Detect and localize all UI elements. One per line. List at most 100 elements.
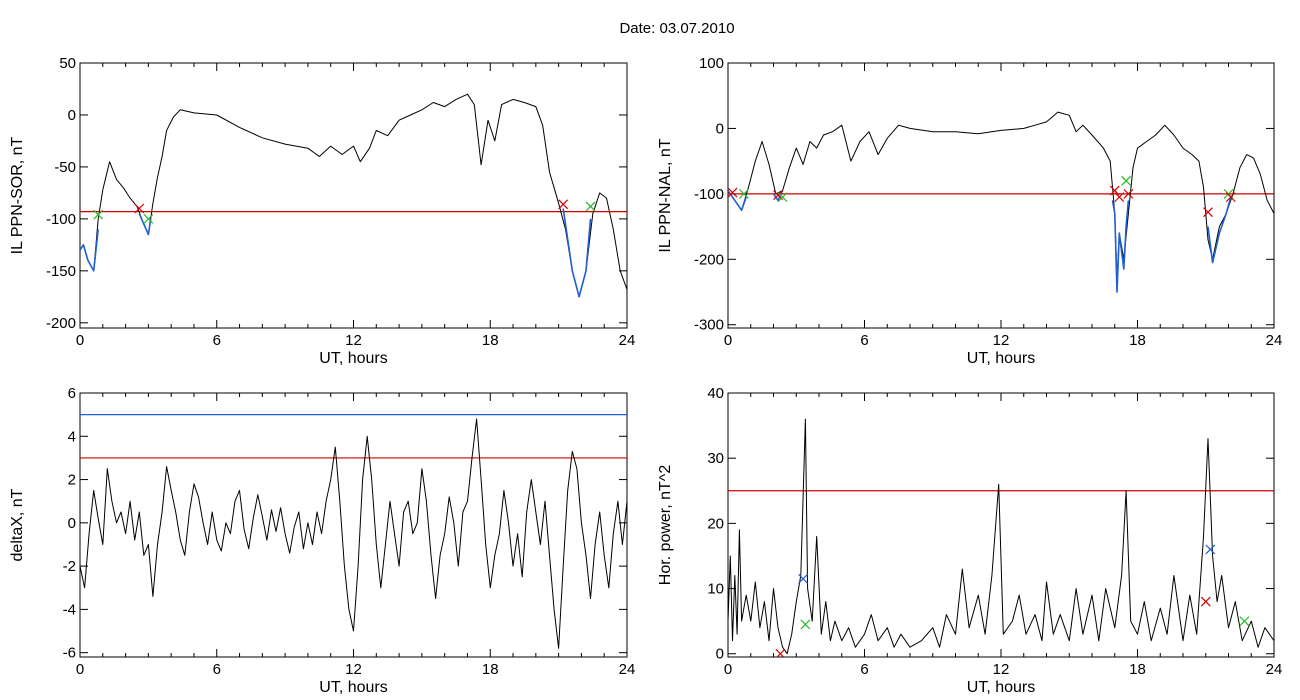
marker-stroke — [800, 619, 811, 630]
marker-green — [143, 213, 154, 224]
marker-red — [1225, 192, 1236, 203]
marker-stroke — [558, 199, 569, 210]
y-tick-label: -200 — [46, 315, 76, 332]
x-tick-label: 6 — [213, 661, 221, 678]
plot-area — [80, 414, 627, 649]
y-tick-label: 0 — [716, 120, 724, 137]
marker-red — [1123, 188, 1134, 199]
marker-green — [739, 188, 749, 199]
x-tick-label: 24 — [1266, 332, 1283, 349]
marker-stroke — [1200, 596, 1211, 607]
marker-red — [558, 199, 569, 210]
x-tick-label: 24 — [1266, 661, 1283, 678]
plot-frame — [727, 62, 1275, 329]
marker-stroke — [134, 203, 145, 214]
x-tick-label: 0 — [76, 661, 84, 678]
x-axis-label: UT, hours — [967, 350, 1035, 367]
marker-stroke — [776, 648, 786, 657]
marker-stroke — [1225, 192, 1236, 203]
x-tick-label: 0 — [724, 332, 732, 349]
y-tick-label: 0 — [68, 107, 76, 124]
marker-green — [800, 619, 811, 630]
marker-stroke — [1114, 192, 1125, 203]
marker-red — [1114, 192, 1125, 203]
x-tick-label: 18 — [1129, 332, 1146, 349]
x-tick-label: 18 — [482, 661, 499, 678]
highlight-segment — [772, 190, 784, 202]
y-tick-label: 30 — [707, 450, 724, 467]
x-tick-label: 12 — [993, 661, 1010, 678]
y-axis-label: IL PPN-SOR, nT — [9, 136, 26, 254]
y-tick-label: 0 — [716, 646, 724, 663]
y-tick-label: -50 — [54, 159, 76, 176]
y-tick-label: -4 — [63, 601, 76, 618]
marker-green — [1239, 616, 1250, 627]
marker-stroke — [1121, 175, 1132, 186]
y-axis-label: Hor. power, nT^2 — [657, 465, 674, 586]
y-axis-label: deltaX, nT — [9, 488, 26, 561]
marker-red — [134, 203, 145, 214]
marker-stroke — [777, 192, 788, 203]
highlight-segment — [728, 190, 747, 211]
y-tick-label: -100 — [46, 211, 76, 228]
y-tick-label: 4 — [68, 428, 76, 445]
series-line — [80, 418, 627, 649]
x-tick-label: 6 — [860, 661, 868, 678]
marker-stroke — [1239, 616, 1250, 627]
x-tick-label: 24 — [619, 661, 636, 678]
series-line — [80, 93, 627, 298]
x-tick-label: 12 — [993, 332, 1010, 349]
y-tick-label: 50 — [59, 55, 76, 72]
marker-stroke — [1123, 188, 1134, 199]
y-tick-label: 10 — [707, 581, 724, 598]
marker-green — [1121, 175, 1132, 186]
plot-frame — [79, 392, 628, 658]
plot-area — [80, 93, 627, 298]
x-tick-label: 6 — [860, 332, 868, 349]
y-tick-label: 20 — [707, 515, 724, 532]
marker-red — [1109, 185, 1120, 196]
x-tick-label: 24 — [619, 332, 636, 349]
panel-il-ppn-sor: 0 6 12 18 24 50 0 -50 -100 -150 -200 UT, hours IL PP… — [9, 55, 635, 367]
y-tick-label: -200 — [694, 251, 724, 268]
plot-area — [728, 111, 1274, 293]
plot-frame — [727, 392, 1275, 658]
x-axis-label: UT, hours — [319, 350, 387, 367]
marker-stroke — [1203, 207, 1213, 218]
highlight-segment — [138, 213, 152, 236]
y-tick-label: 2 — [68, 472, 76, 489]
marker-stroke — [798, 573, 808, 584]
marker-red — [728, 187, 738, 198]
marker-stroke — [773, 190, 783, 201]
series-line — [728, 111, 1274, 280]
panel-deltax: 0 6 12 18 24 6 4 2 0 -2 -4 -6 UT, hours deltaX, nT — [9, 385, 635, 696]
x-tick-label: 12 — [345, 661, 362, 678]
marker-stroke — [585, 201, 596, 212]
highlight-segment — [1207, 196, 1232, 264]
marker-red — [775, 648, 786, 657]
x-tick-label: 18 — [482, 332, 499, 349]
x-axis-label: UT, hours — [319, 679, 387, 696]
marker-stroke — [739, 188, 749, 199]
marker-blue — [1205, 544, 1216, 555]
marker-blue — [798, 573, 808, 584]
x-axis-label: UT, hours — [967, 679, 1035, 696]
marker-red — [1203, 207, 1213, 218]
y-tick-label: -300 — [694, 317, 724, 334]
plot-frame — [79, 62, 628, 329]
highlight-segment — [1111, 200, 1130, 293]
x-tick-label: 12 — [345, 332, 362, 349]
highlight-segment — [80, 229, 99, 272]
marker-green — [585, 201, 596, 212]
marker-red — [1200, 596, 1211, 607]
y-tick-label: -150 — [46, 263, 76, 280]
highlight-segment — [562, 208, 592, 298]
x-tick-label: 0 — [76, 332, 84, 349]
x-tick-label: 18 — [1129, 661, 1146, 678]
marker-stroke — [1205, 544, 1216, 555]
marker-stroke — [1223, 188, 1234, 199]
panel-il-ppn-nal: 0 6 12 18 24 100 0 -100 -200 -300 UT, hours IL PPN-… — [657, 55, 1282, 367]
series-line — [728, 418, 1274, 655]
marker-stroke — [93, 209, 104, 220]
